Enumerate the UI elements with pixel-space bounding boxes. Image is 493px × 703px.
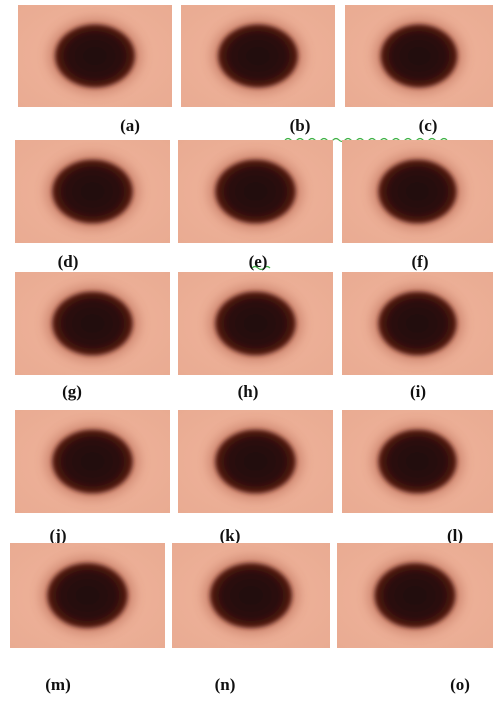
panel-label: (e) — [249, 252, 268, 271]
lesion — [52, 292, 133, 356]
lesion — [52, 430, 133, 494]
lesion — [215, 430, 296, 494]
lesion — [52, 160, 133, 224]
figure: (a) (b) (c) (d) (e) (f) (g) (h) (i) (j) (k) (l) (m) (… — [0, 0, 493, 703]
panel-label: (o) — [450, 675, 470, 694]
panel-label: (j) — [50, 526, 67, 545]
lesion — [378, 292, 457, 356]
panel-label: (m) — [45, 675, 70, 694]
panel-label: (a) — [120, 116, 140, 135]
lesion — [378, 430, 457, 494]
panel-label: (g) — [62, 382, 82, 401]
lesion — [218, 24, 298, 87]
panel-label: (n) — [215, 675, 236, 694]
panel-label: (f) — [412, 252, 429, 271]
panel-label: (l) — [447, 526, 463, 545]
panel-label: (k) — [220, 526, 241, 545]
lesion — [381, 24, 458, 87]
panel-label: (b) — [290, 116, 311, 135]
lesion — [374, 563, 455, 628]
panel-label: (d) — [58, 252, 79, 271]
lesion — [378, 160, 457, 224]
panel-label: (c) — [419, 116, 438, 135]
lesion — [215, 292, 296, 356]
lesion — [55, 24, 135, 87]
panel-label: (i) — [410, 382, 426, 401]
lesion — [47, 563, 128, 628]
panel-label: (h) — [238, 382, 259, 401]
lesion — [210, 563, 292, 628]
lesion — [215, 160, 296, 224]
